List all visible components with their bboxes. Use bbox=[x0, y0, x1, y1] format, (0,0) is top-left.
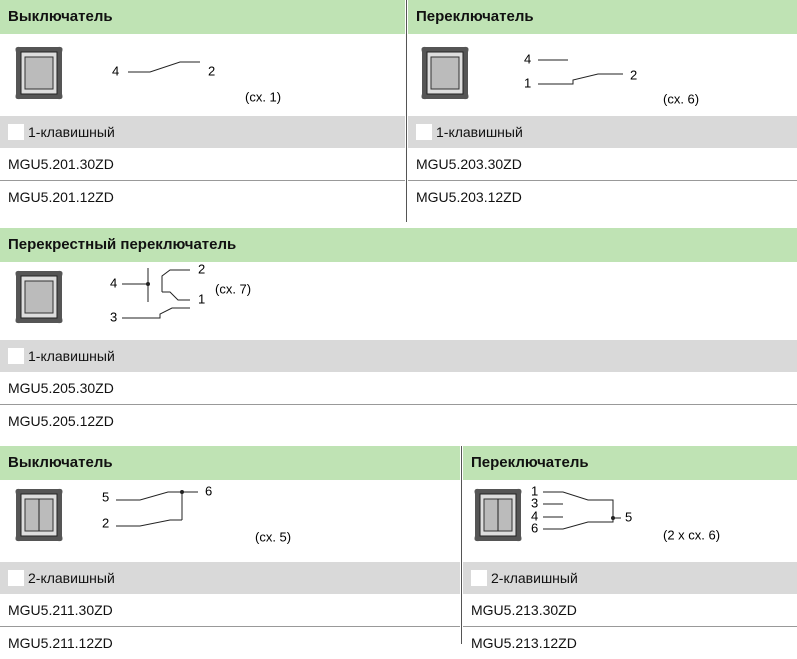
ref: MGU5.201.12ZD bbox=[8, 189, 114, 205]
variant: 1-клавишный bbox=[408, 116, 797, 148]
ref: MGU5.211.12ZD bbox=[8, 635, 113, 651]
label: 2 bbox=[630, 67, 637, 82]
label: 6 bbox=[205, 483, 212, 498]
ref: MGU5.205.30ZD bbox=[0, 372, 797, 405]
diagram: 1 3 4 6 5 (2 x сх. 6) bbox=[463, 483, 720, 542]
image-row: 2 4 1 3 (сх. 7) bbox=[0, 262, 797, 338]
label: 5 bbox=[625, 509, 632, 524]
column: Переключатель 1 3 4 6 5 (2 x сх. 6) 2-кл… bbox=[463, 446, 797, 659]
label: 2 bbox=[208, 63, 215, 78]
diagram: 4 2 (сх. 1) bbox=[15, 46, 281, 104]
ref: MGU5.211.30ZD bbox=[0, 594, 460, 627]
ref: MGU5.213.12ZD bbox=[471, 635, 577, 651]
label: 3 bbox=[110, 309, 117, 324]
label: 4 bbox=[524, 51, 531, 66]
variant: 1-клавишный bbox=[0, 340, 797, 372]
ref: MGU5.201.30ZD bbox=[0, 148, 405, 181]
scheme: (сх. 7) bbox=[215, 281, 251, 296]
scheme: (сх. 6) bbox=[663, 91, 699, 106]
column: Выключатель 5 6 2 (сх. 5) 2-клавишный MG… bbox=[0, 446, 460, 659]
label: 1 bbox=[198, 291, 205, 306]
label: 6 bbox=[531, 520, 538, 535]
label: 4 bbox=[112, 63, 119, 78]
header: Переключатель bbox=[408, 0, 797, 34]
label: 2 bbox=[198, 262, 205, 276]
header: Выключатель bbox=[0, 0, 405, 34]
divider bbox=[461, 446, 462, 644]
column: Выключатель 4 2 (сх. 1) 1-клавишный MGU5… bbox=[0, 0, 405, 213]
image-row: 1 3 4 6 5 (2 x сх. 6) bbox=[463, 480, 797, 560]
column: Перекрестный переключатель 2 4 1 3 (сх. … bbox=[0, 228, 797, 437]
label: 3 bbox=[531, 495, 538, 510]
header: Перекрестный переключатель bbox=[0, 228, 797, 262]
variant: 2-клавишный bbox=[0, 562, 460, 594]
image-row: 4 2 (сх. 1) bbox=[0, 34, 405, 114]
divider bbox=[406, 0, 407, 222]
scheme: (сх. 1) bbox=[245, 89, 281, 104]
diagram: 2 4 1 3 (сх. 7) bbox=[15, 262, 251, 324]
label: 1 bbox=[524, 75, 531, 90]
header: Выключатель bbox=[0, 446, 460, 480]
ref: MGU5.205.12ZD bbox=[8, 413, 114, 429]
column: Переключатель 4 1 2 (сх. 6) 1-клавишный … bbox=[408, 0, 797, 213]
diagram: 5 6 2 (сх. 5) bbox=[0, 483, 291, 544]
label: 2 bbox=[102, 515, 109, 530]
scheme: (2 x сх. 6) bbox=[663, 527, 720, 542]
variant-text: 2-клавишный bbox=[28, 570, 115, 586]
variant: 1-клавишный bbox=[0, 116, 405, 148]
image-row: 5 6 2 (сх. 5) bbox=[0, 480, 460, 560]
variant-text: 2-клавишный bbox=[491, 570, 578, 586]
variant-text: 1-клавишный bbox=[28, 124, 115, 140]
label: 5 bbox=[102, 489, 109, 504]
scheme: (сх. 5) bbox=[255, 529, 291, 544]
variant-text: 1-клавишный bbox=[436, 124, 523, 140]
ref: MGU5.203.12ZD bbox=[416, 189, 522, 205]
header: Переключатель bbox=[463, 446, 797, 480]
ref: MGU5.203.30ZD bbox=[408, 148, 797, 181]
diagram: 4 1 2 (сх. 6) bbox=[421, 46, 699, 106]
label: 4 bbox=[531, 508, 538, 523]
image-row: 4 1 2 (сх. 6) bbox=[408, 34, 797, 114]
variant: 2-клавишный bbox=[463, 562, 797, 594]
label: 1 bbox=[531, 483, 538, 498]
label: 4 bbox=[110, 275, 117, 290]
ref: MGU5.213.30ZD bbox=[463, 594, 797, 627]
variant-text: 1-клавишный bbox=[28, 348, 115, 364]
